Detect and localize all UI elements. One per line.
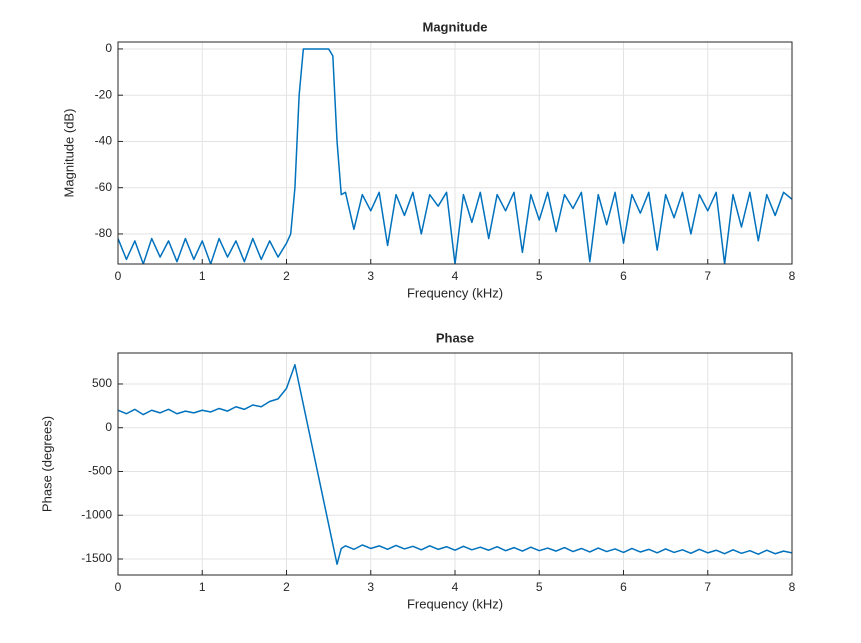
- y-tick-label: -1000: [81, 507, 112, 521]
- x-tick-label: 1: [199, 580, 206, 594]
- x-tick-label: 4: [452, 580, 459, 594]
- y-tick-label: -60: [95, 180, 113, 194]
- x-tick-label: 0: [115, 269, 122, 283]
- axes-box: [117, 41, 793, 265]
- x-tick-label: 8: [789, 580, 796, 594]
- y-tick-label: 0: [105, 41, 112, 55]
- chart-title: Phase: [436, 330, 474, 345]
- x-tick-label: 2: [283, 580, 290, 594]
- x-axis-label: Frequency (kHz): [407, 596, 503, 611]
- y-axis-label: Phase (degrees): [39, 416, 54, 512]
- x-tick-label: 5: [536, 269, 543, 283]
- y-axis-label: Magnitude (dB): [61, 109, 76, 198]
- axes-box: [117, 352, 793, 576]
- x-tick-label: 7: [704, 269, 711, 283]
- y-tick-label: 0: [105, 420, 112, 434]
- x-tick-label: 6: [620, 580, 627, 594]
- x-tick-label: 2: [283, 269, 290, 283]
- x-tick-label: 3: [367, 269, 374, 283]
- x-axis-label: Frequency (kHz): [407, 285, 503, 300]
- x-tick-label: 8: [789, 269, 796, 283]
- x-tick-label: 4: [452, 269, 459, 283]
- y-tick-label: -500: [88, 464, 112, 478]
- y-tick-label: -20: [95, 87, 113, 101]
- line-series: [118, 48, 792, 264]
- x-tick-label: 3: [367, 580, 374, 594]
- x-tick-label: 0: [115, 580, 122, 594]
- line-series: [118, 363, 792, 565]
- subplot: 0 1 2 3 4 5 6 7 8 -1500 -1000 -500 0 500 Phase Frequenc…: [39, 330, 795, 611]
- y-tick-label: -80: [95, 226, 113, 240]
- chart-title: Magnitude: [423, 19, 488, 34]
- subplot: 0 1 2 3 4 5 6 7 8 -80 -60 -40 -20 0 Magnitude Frequency…: [61, 19, 795, 300]
- y-tick-label: -40: [95, 134, 113, 148]
- y-tick-label: 500: [92, 376, 112, 390]
- x-tick-label: 1: [199, 269, 206, 283]
- x-tick-label: 7: [704, 580, 711, 594]
- y-tick-label: -1500: [81, 551, 112, 565]
- x-tick-label: 6: [620, 269, 627, 283]
- x-tick-label: 5: [536, 580, 543, 594]
